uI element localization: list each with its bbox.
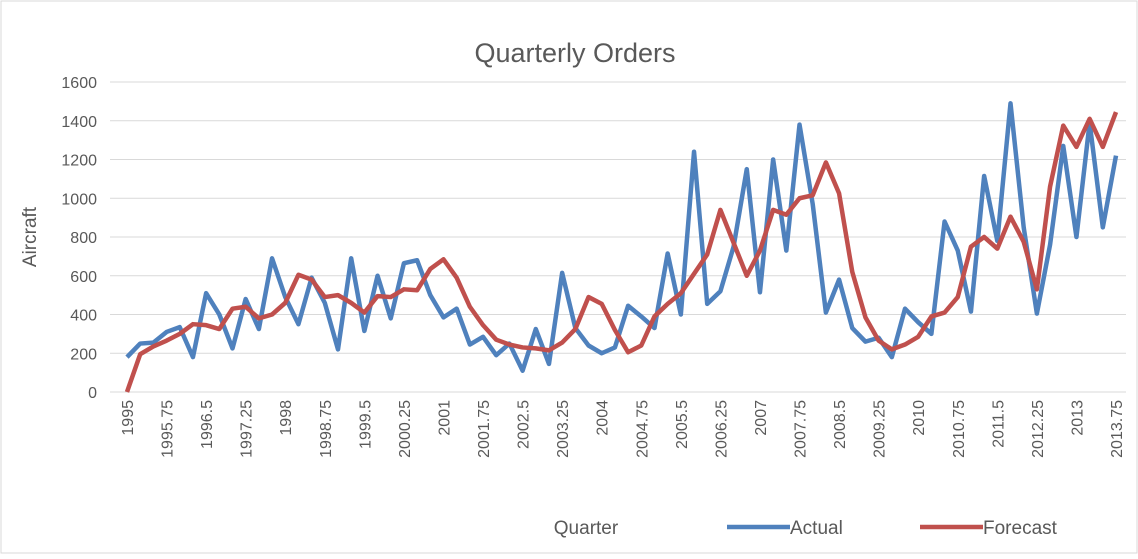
x-tick-label: 2010 [911, 400, 928, 436]
x-tick-label: 1998.75 [318, 400, 335, 458]
x-tick-label: 2010.75 [951, 400, 968, 458]
x-tick-label: 2013 [1069, 400, 1086, 436]
x-tick-label: 2007 [753, 400, 770, 436]
legend-label: Actual [790, 518, 843, 539]
line-series [125, 101, 1119, 373]
x-tick-label: 1998 [278, 400, 295, 436]
x-tick-label: 2011.5 [990, 400, 1007, 448]
y-axis-title: Aircraft [20, 206, 41, 267]
x-tick-label: 1997.25 [239, 400, 256, 458]
x-tick-label: 2004.75 [634, 400, 651, 458]
x-tick-label: 2013.75 [1109, 400, 1126, 458]
y-tick-label: 400 [70, 308, 97, 325]
x-tick-label: 2007.75 [793, 400, 810, 458]
y-tick-label: 1400 [61, 114, 97, 131]
x-tick-label: 2001.75 [476, 400, 493, 458]
x-axis-title: Quarter [554, 518, 619, 539]
y-tick-label: 600 [70, 269, 97, 286]
line-series [124, 111, 1119, 393]
x-tick-label: 2003.25 [555, 400, 572, 458]
x-tick-label: 1999.5 [357, 400, 374, 449]
chart-title: Quarterly Orders [474, 38, 675, 68]
y-tick-label: 800 [70, 230, 97, 247]
x-tick-label: 2001 [436, 400, 453, 436]
x-tick-label: 2008.5 [832, 400, 849, 449]
x-tick-label: 2005.5 [674, 400, 691, 449]
x-tick-label: 2012.25 [1030, 400, 1047, 458]
y-tick-label: 1200 [61, 153, 97, 170]
x-tick-label: 1996.5 [199, 400, 216, 449]
y-tick-label: 1600 [61, 75, 97, 92]
x-tick-label: 2009.25 [872, 400, 889, 458]
x-tick-label: 2006.25 [713, 400, 730, 458]
x-tick-label: 2004 [595, 400, 612, 436]
x-tick-label: 1995.75 [160, 400, 177, 458]
y-tick-label: 0 [88, 385, 97, 402]
x-tick-label: 1995 [120, 400, 137, 436]
y-tick-label: 200 [70, 346, 97, 363]
legend-label: Forecast [983, 518, 1058, 539]
x-tick-label: 2000.25 [397, 400, 414, 458]
x-tick-label: 2002.5 [516, 400, 533, 449]
y-tick-label: 1000 [61, 191, 97, 208]
